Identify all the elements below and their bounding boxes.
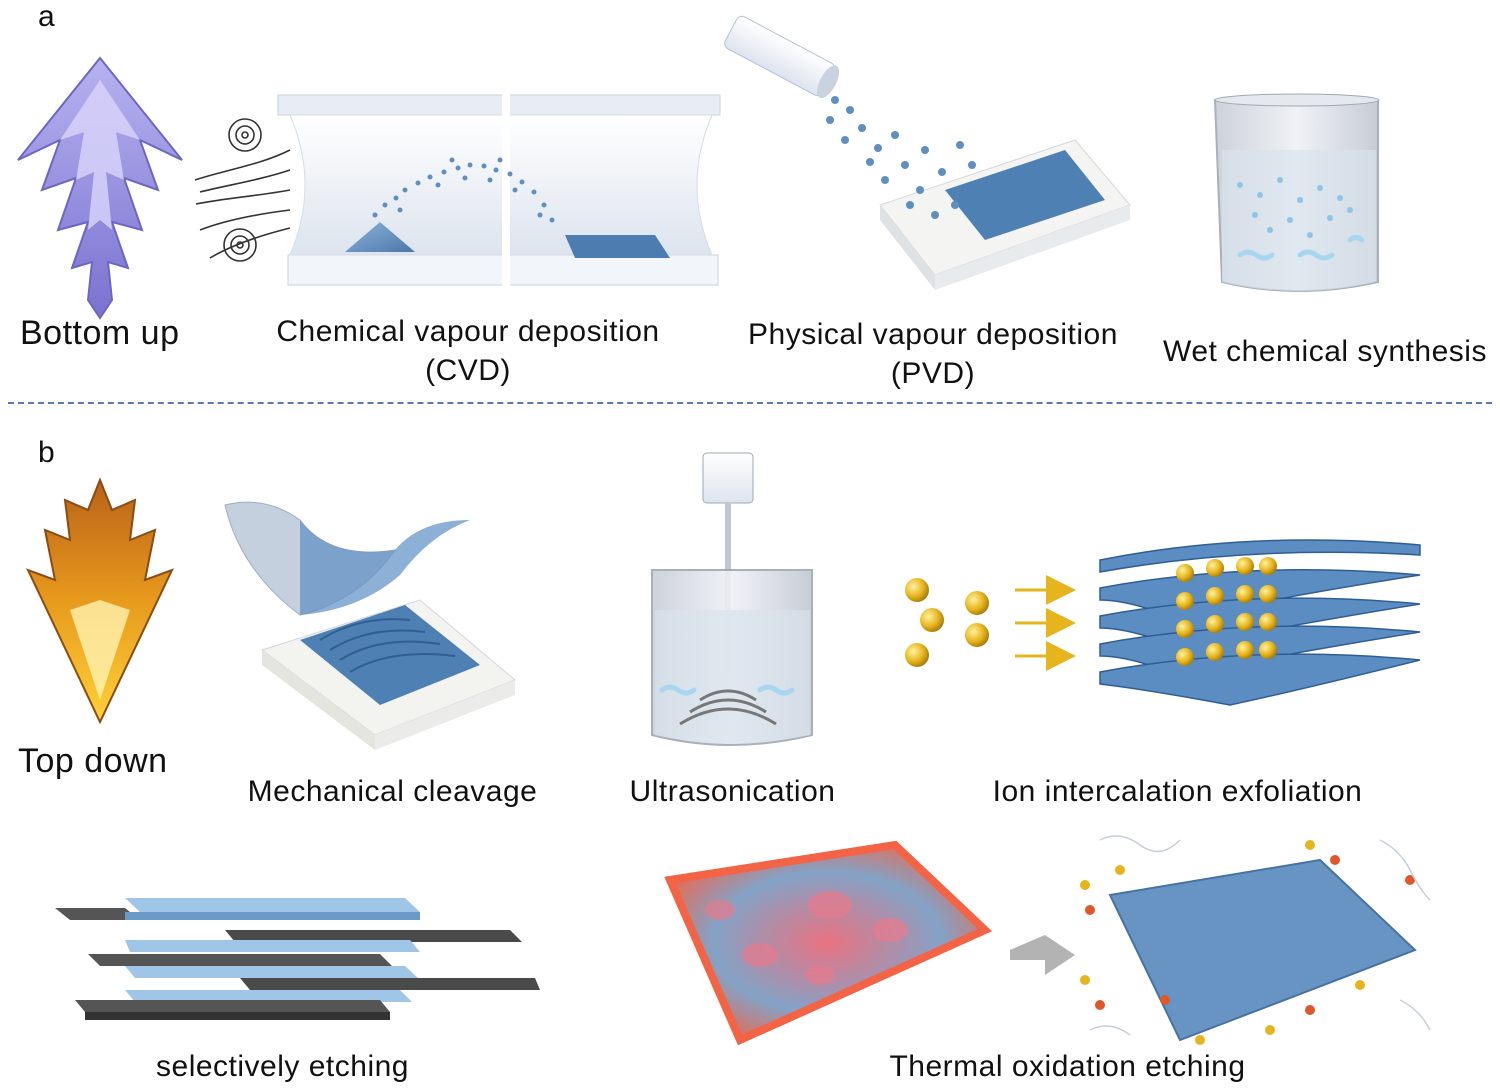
pvd-illustration	[724, 15, 1131, 290]
wet-chemical-label: Wet chemical synthesis	[1163, 335, 1487, 368]
mechanical-cleavage-label: Mechanical cleavage	[247, 775, 538, 808]
ion-intercalation-label: Ion intercalation exfoliation	[992, 775, 1363, 808]
cvd-chamber	[277, 90, 721, 290]
bottom-up-label: Bottom up	[20, 314, 180, 352]
selective-etching-label: selectively etching	[156, 1050, 409, 1083]
bottom-up-arrow-icon	[17, 56, 183, 320]
pvd-label-line2: (PVD)	[890, 357, 976, 390]
section-divider	[8, 402, 1492, 404]
top-down-label: Top down	[18, 742, 168, 780]
gas-flow-icon	[194, 118, 291, 262]
ultrasonication-label: Ultrasonication	[629, 775, 836, 808]
selective-etching-illustration	[55, 898, 540, 1020]
beaker-icon	[1213, 93, 1380, 292]
mechanical-cleavage-illustration	[224, 501, 516, 750]
pvd-label-line1: Physical vapour deposition	[748, 318, 1118, 351]
ultrasonication-illustration	[651, 452, 813, 746]
thermal-oxidation-illustration	[664, 835, 1431, 1046]
cvd-label-line1: Chemical vapour deposition	[276, 315, 660, 348]
thermal-oxidation-label: Thermal oxidation etching	[889, 1050, 1246, 1083]
panel-letter-b: b	[38, 436, 55, 469]
ion-intercalation-illustration	[905, 539, 1421, 706]
cvd-label-line2: (CVD)	[425, 354, 511, 387]
panel-letter-a: a	[38, 0, 55, 33]
top-down-arrow-icon	[26, 477, 174, 725]
